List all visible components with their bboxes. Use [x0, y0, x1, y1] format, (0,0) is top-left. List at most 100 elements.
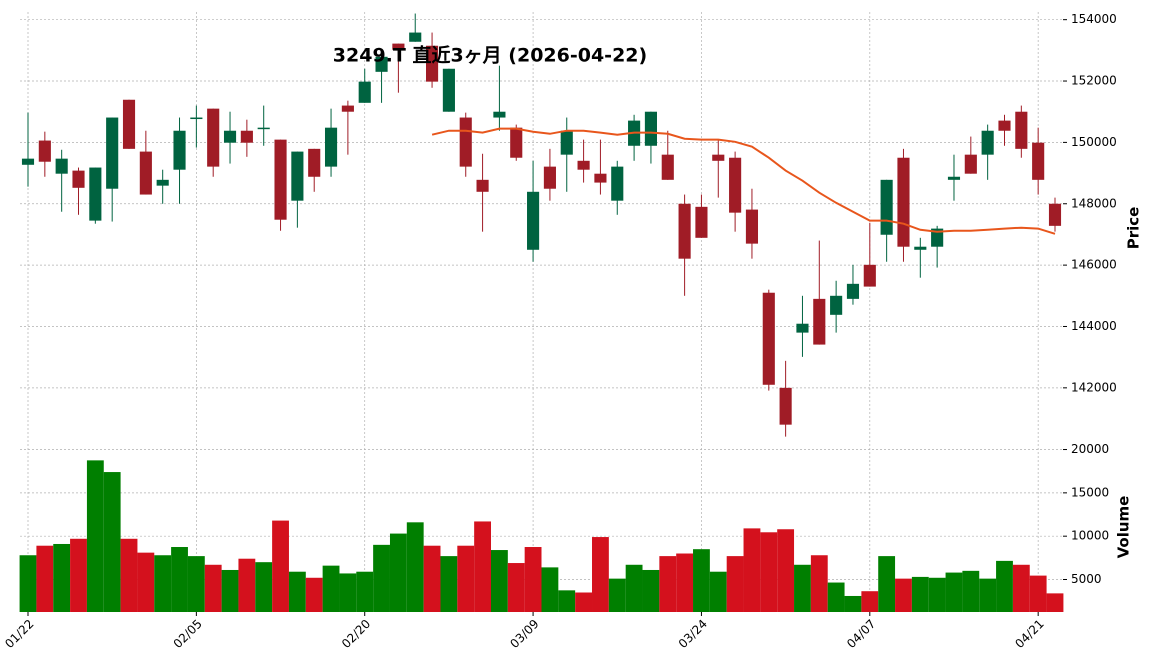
volume-bar	[322, 565, 340, 612]
volume-bar	[120, 538, 138, 612]
volume-bar	[36, 545, 54, 612]
volume-bar	[137, 552, 155, 612]
volume-bar	[490, 550, 508, 612]
candle-body	[240, 130, 253, 143]
candle-body	[55, 158, 68, 174]
x-tick-label: 03/24	[676, 617, 710, 651]
y-tick-label: 152000	[1071, 74, 1117, 88]
x-tick-label: 01/22	[2, 617, 36, 651]
x-tick-label: 03/09	[507, 617, 541, 651]
candle-body	[897, 157, 910, 247]
volume-bar	[911, 576, 929, 612]
volume-bar	[238, 558, 256, 612]
candle-body	[661, 154, 674, 180]
x-tick-label: 04/07	[844, 617, 878, 651]
y-axis-label: Price	[1125, 207, 1143, 250]
candle-body	[863, 264, 876, 287]
volume-bar	[625, 564, 643, 612]
volume-bar	[440, 556, 458, 612]
volume-bar	[743, 528, 761, 612]
candle-body	[880, 179, 893, 235]
y-tick-label: 146000	[1071, 258, 1117, 272]
candle-body	[1048, 203, 1062, 226]
volume-bar	[558, 590, 576, 612]
candle-body	[106, 117, 119, 189]
candle-body	[947, 176, 961, 180]
candle-body	[392, 43, 405, 50]
volume-bar	[86, 460, 104, 612]
volume-bar	[794, 564, 811, 612]
moving-average-line	[431, 127, 1056, 235]
volume-bar	[844, 595, 862, 612]
volume-bar	[305, 577, 323, 612]
candle-body	[712, 154, 725, 161]
candle-body	[223, 130, 237, 143]
candle-body	[493, 111, 506, 118]
y-tick-label: 142000	[1071, 380, 1117, 394]
y-tick-label: 150000	[1071, 135, 1117, 149]
volume-bar	[53, 543, 71, 612]
volume-bar	[676, 553, 694, 612]
candle-body	[156, 179, 169, 186]
volume-bar	[541, 567, 559, 612]
candle-body	[21, 158, 35, 165]
volume-bar	[777, 529, 795, 612]
volume-bar	[709, 571, 727, 612]
volume-bar	[760, 532, 778, 612]
volume-bar	[962, 570, 980, 612]
candle-body	[560, 130, 573, 155]
candle-body	[375, 56, 388, 72]
volume-bar	[945, 572, 963, 612]
x-tick-label: 02/05	[171, 617, 205, 651]
volume-bar	[524, 547, 542, 612]
volume-bar	[1012, 564, 1030, 612]
volume-bar	[642, 569, 660, 612]
candle-body	[139, 151, 152, 195]
volume-bar	[659, 556, 677, 612]
candle-body	[644, 111, 657, 146]
y-tick-label: 144000	[1071, 319, 1117, 333]
volume-bar	[288, 571, 306, 612]
volume-bar	[1046, 593, 1064, 612]
candle-body	[459, 117, 472, 167]
volume-bar	[474, 521, 491, 612]
volume-bar	[726, 556, 744, 612]
volume-bar	[272, 520, 289, 612]
candle-body	[442, 68, 455, 112]
volume-bar	[810, 555, 828, 612]
volume-bar	[1029, 575, 1047, 612]
candle-body	[1015, 111, 1028, 149]
volume-bar	[221, 569, 239, 612]
volume-bar	[895, 578, 912, 612]
candle-body	[998, 120, 1011, 131]
candle-body	[695, 206, 708, 238]
volume-bar	[592, 537, 609, 612]
y2-tick-label: 10000	[1071, 529, 1109, 543]
volume-bar	[204, 564, 222, 612]
candle-body	[291, 151, 304, 201]
candle-body	[914, 246, 927, 250]
volume-bar	[928, 577, 946, 612]
candle-body	[89, 167, 102, 221]
candle-body	[830, 295, 843, 315]
candle-body	[964, 154, 977, 174]
volume-bar	[861, 591, 879, 612]
volume-bar	[507, 563, 525, 612]
candle-body	[527, 191, 540, 250]
candle-body	[577, 160, 590, 170]
candle-body	[358, 81, 371, 103]
candle-body	[594, 173, 607, 183]
y2-tick-label: 20000	[1071, 442, 1109, 456]
candle-body	[257, 127, 270, 130]
candle-body	[173, 130, 186, 170]
y2-axis-label: Volume	[1115, 496, 1133, 559]
volume-bar	[979, 578, 997, 612]
candle-body	[543, 166, 556, 189]
candle-body	[122, 99, 136, 149]
candle-body	[426, 45, 439, 82]
candle-body	[510, 127, 523, 158]
volume-bar	[389, 533, 407, 612]
candle-body	[846, 283, 860, 299]
